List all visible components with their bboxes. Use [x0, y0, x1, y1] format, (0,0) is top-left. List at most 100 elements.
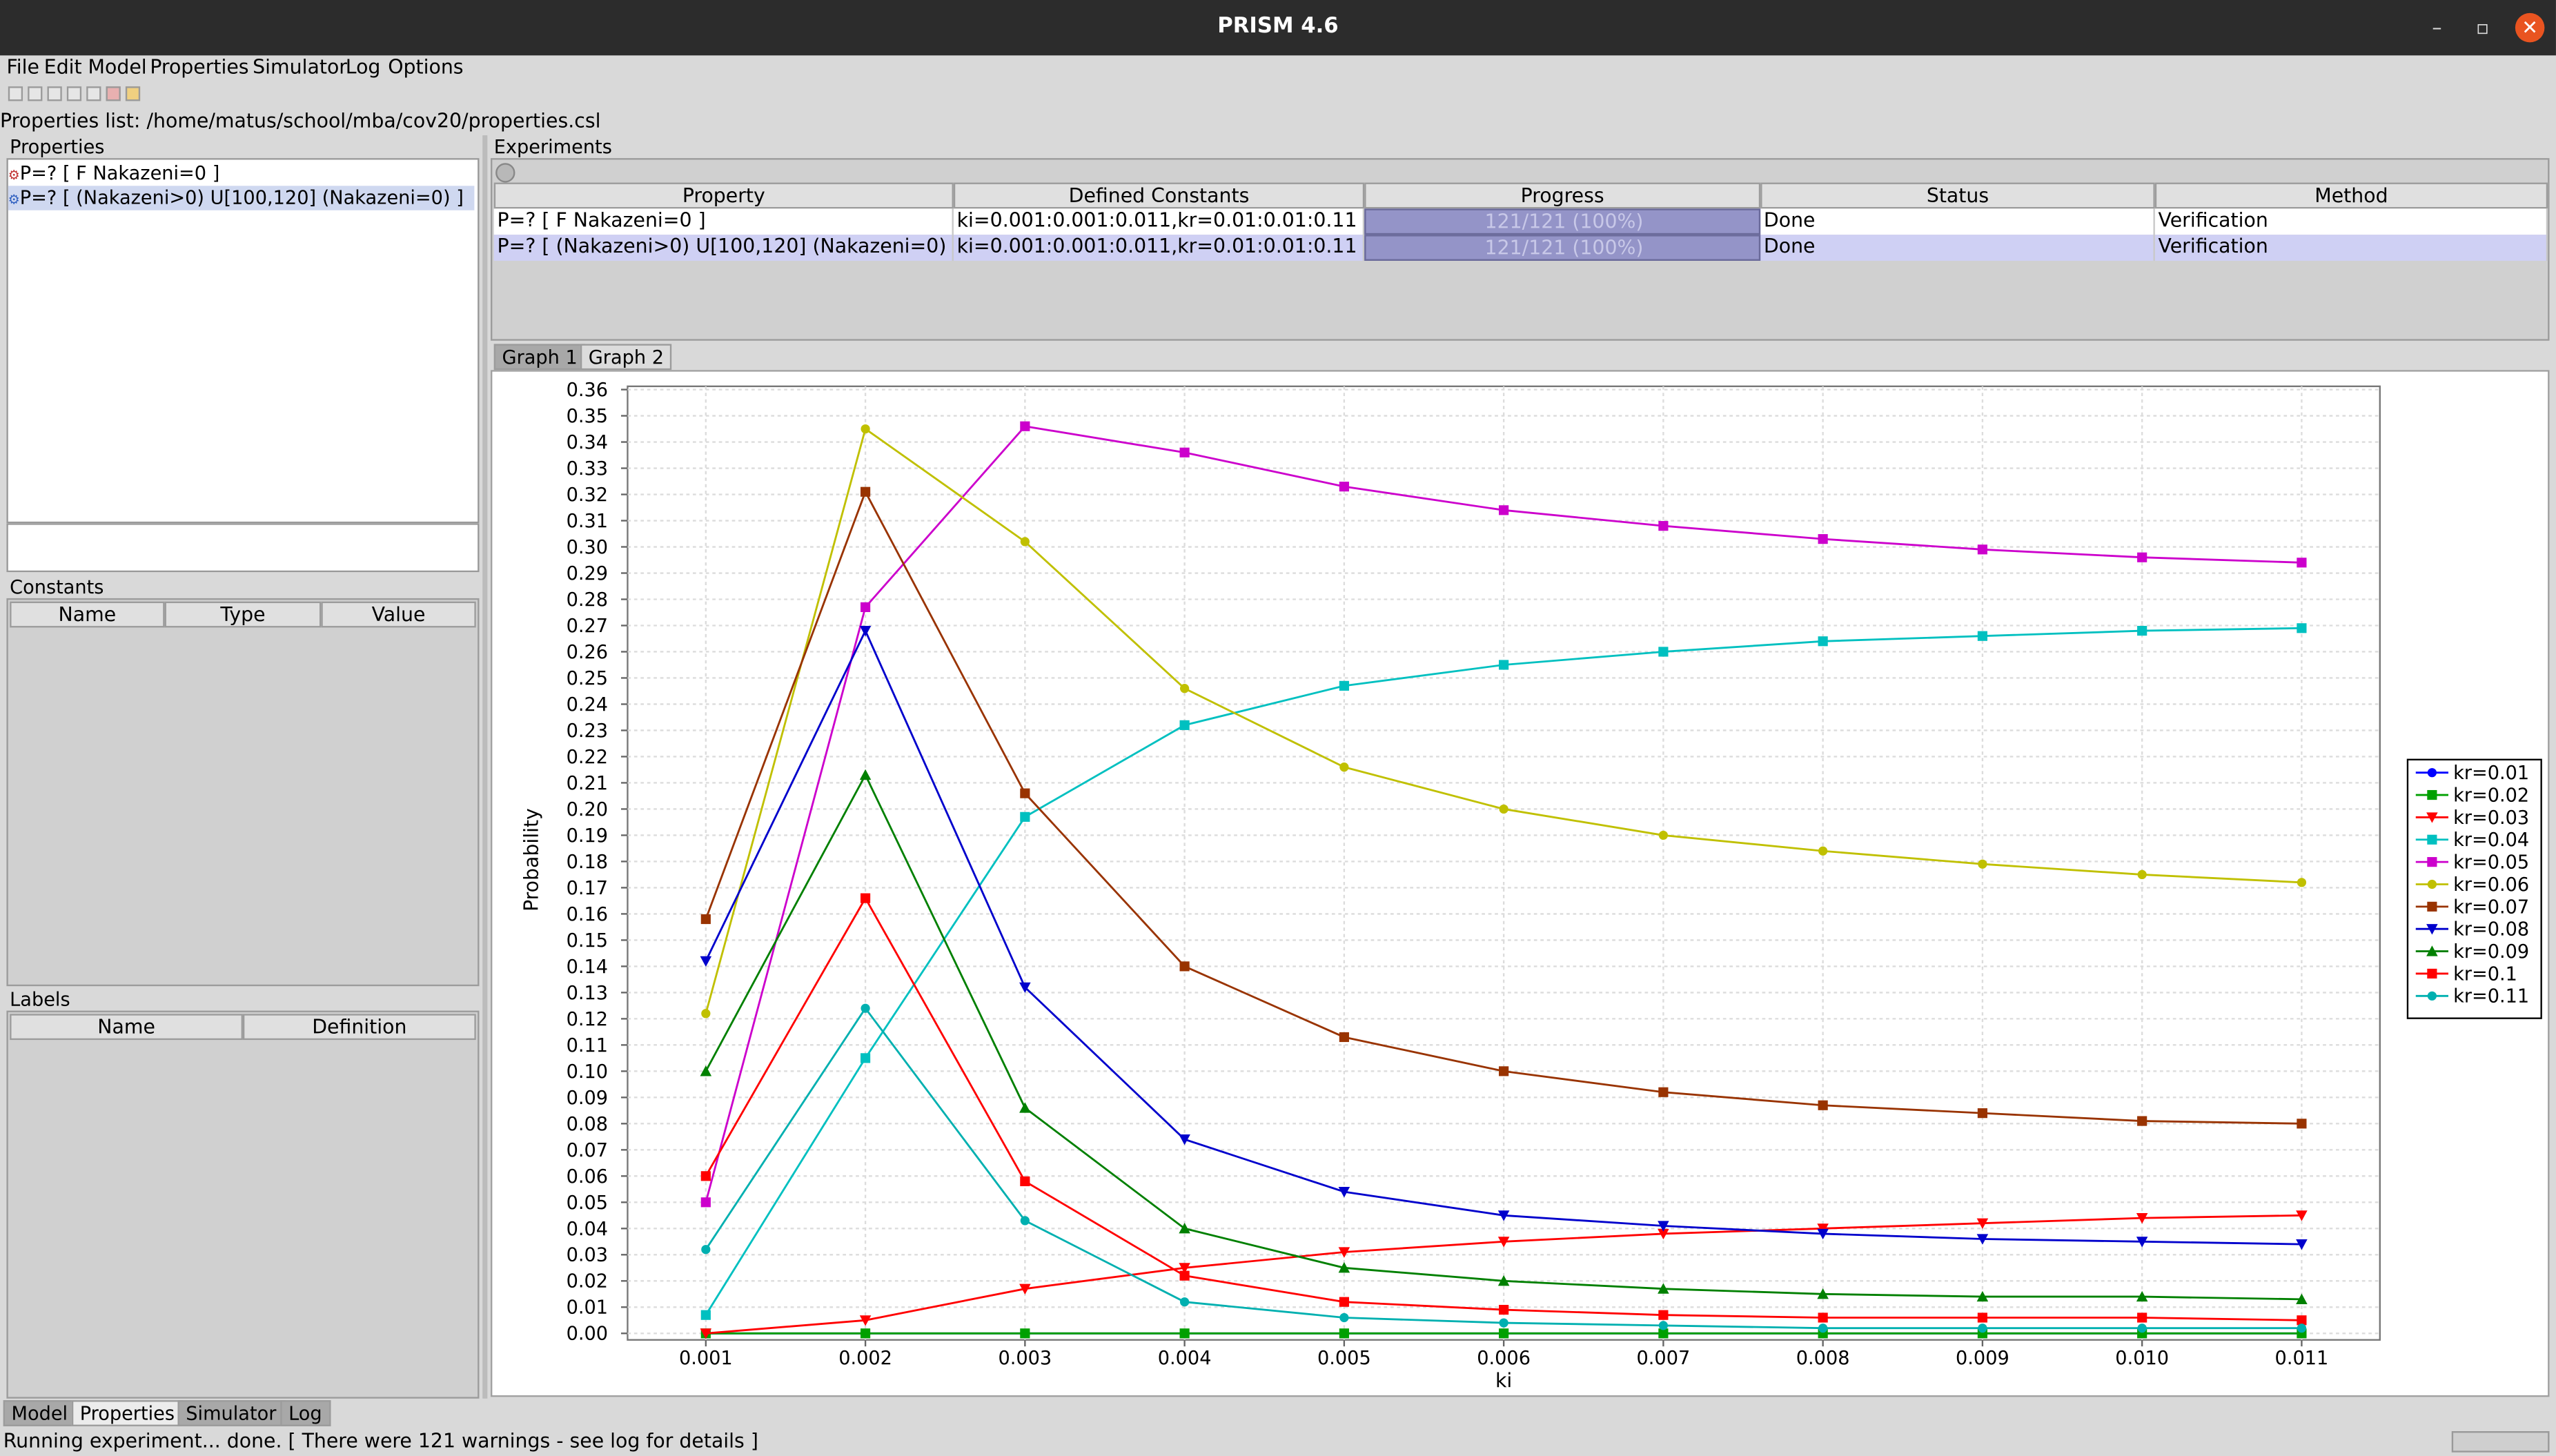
copy-icon[interactable]	[66, 86, 82, 101]
y-tick-label: 0.26	[567, 642, 608, 663]
minimize-icon[interactable]: –	[2432, 16, 2442, 39]
y-tick-label: 0.12	[567, 1009, 608, 1030]
series-kr=0.08	[700, 626, 2308, 1250]
data-point	[1658, 1228, 1669, 1240]
data-point	[1179, 1297, 1190, 1307]
vertical-splitter[interactable]	[482, 135, 488, 1399]
exp-property-cell: P=? [ F Nakazeni=0 ]	[494, 208, 954, 235]
data-point	[861, 424, 870, 434]
paste-icon[interactable]	[86, 86, 101, 101]
data-point	[1499, 804, 1508, 814]
exp-col-status[interactable]: Status	[1760, 182, 2155, 209]
data-point	[1179, 1263, 1190, 1274]
experiments-panel-title: Experiments	[493, 135, 612, 159]
exp-status-cell: Done	[1760, 208, 2155, 235]
labels-col-name[interactable]: Name	[10, 1014, 243, 1041]
properties-panel-title: Properties	[10, 135, 105, 159]
data-point	[700, 1197, 711, 1208]
data-point	[2136, 1290, 2148, 1302]
tab-log[interactable]: Log	[280, 1400, 331, 1426]
x-axis-label: ki	[1495, 1369, 1512, 1392]
series-kr=0.11	[701, 1003, 2307, 1333]
data-point	[700, 956, 712, 967]
exp-col-progress[interactable]: Progress	[1364, 182, 1761, 209]
exp-col-method[interactable]: Method	[2154, 182, 2548, 209]
y-tick-label: 0.05	[567, 1192, 608, 1214]
series-kr=0.03	[700, 1210, 2308, 1339]
data-point	[1976, 1234, 1989, 1245]
y-tick-label: 0.10	[567, 1061, 608, 1083]
close-icon[interactable]: ✕	[2515, 12, 2545, 43]
data-point	[2297, 1324, 2307, 1333]
menu-properties[interactable]: Properties	[150, 55, 249, 79]
tab-graph-1[interactable]: Graph 1	[493, 344, 586, 371]
probability-chart[interactable]: 0.00 0.01 0.02 0.03 0.04 0.05 0.06 0.07 0.08 0.09…	[492, 372, 2548, 1395]
data-point	[1658, 1310, 1669, 1320]
menu-log[interactable]: Log	[345, 55, 381, 79]
data-point	[1179, 1223, 1190, 1234]
exp-property-cell: P=? [ (Nakazeni>0) U[100,120] (Nakazeni=…	[494, 235, 954, 261]
series-kr=0.07	[700, 486, 2307, 1129]
constants-col-type[interactable]: Type	[164, 601, 322, 628]
experiment-row[interactable]: P=? [ F Nakazeni=0 ] ki=0.001:0.001:0.01…	[493, 208, 2548, 235]
cut-icon[interactable]	[47, 86, 62, 101]
y-tick-label: 0.02	[567, 1271, 608, 1292]
exp-progress-bar: 121/121 (100%)	[1364, 235, 1761, 261]
menu-simulator[interactable]: Simulator	[253, 55, 347, 79]
legend-label: kr=0.08	[2453, 919, 2529, 941]
data-point	[1658, 647, 1669, 657]
tab-properties[interactable]: Properties	[71, 1400, 183, 1426]
delete-icon[interactable]	[106, 86, 121, 101]
select-all-icon[interactable]	[125, 86, 141, 101]
data-point	[1020, 421, 1030, 431]
menu-model[interactable]: Model	[88, 55, 147, 79]
data-point	[2136, 1237, 2148, 1248]
legend-marker	[2427, 768, 2437, 778]
data-point	[1977, 1312, 1987, 1323]
tab-graph-2[interactable]: Graph 2	[580, 344, 672, 371]
data-point	[1020, 811, 1030, 822]
data-point	[1338, 1247, 1350, 1258]
property-item-selected[interactable]: ⚙P=? [ (Nakazeni>0) U[100,120] (Nakazeni…	[8, 186, 475, 210]
y-tick-label: 0.34	[567, 432, 608, 453]
experiment-stop-icon[interactable]	[495, 163, 515, 183]
menu-options[interactable]: Options	[388, 55, 464, 79]
undo-icon[interactable]	[8, 86, 23, 101]
data-point	[1179, 1270, 1190, 1281]
y-tick-label: 0.27	[567, 616, 608, 637]
data-point	[700, 1171, 711, 1181]
data-point	[1499, 1066, 1509, 1076]
data-point	[1658, 1321, 1669, 1330]
property-item[interactable]: ⚙P=? [ F Nakazeni=0 ]	[8, 161, 220, 184]
redo-icon[interactable]	[28, 86, 43, 101]
data-point	[2297, 878, 2307, 887]
data-point	[1179, 961, 1190, 972]
data-point	[701, 1245, 711, 1255]
property-comment-area[interactable]	[6, 523, 480, 573]
exp-col-property[interactable]: Property	[493, 182, 954, 209]
menu-file[interactable]: File	[6, 55, 39, 79]
exp-col-constants[interactable]: Defined Constants	[953, 182, 1365, 209]
menu-edit[interactable]: Edit	[43, 55, 82, 79]
x-tick-label: 0.011	[2275, 1348, 2329, 1369]
constants-col-name[interactable]: Name	[10, 601, 165, 628]
labels-col-definition[interactable]: Definition	[242, 1014, 476, 1041]
data-point	[1339, 1312, 1349, 1323]
data-point	[1339, 680, 1349, 691]
exp-constants-cell: ki=0.001:0.001:0.011,kr=0.01:0.01:0.11	[954, 235, 1365, 261]
legend-label: kr=0.05	[2453, 852, 2529, 874]
tab-model[interactable]: Model	[3, 1400, 76, 1426]
y-tick-label: 0.31	[567, 511, 608, 532]
constants-col-value[interactable]: Value	[321, 601, 476, 628]
y-tick-label: 0.03	[567, 1245, 608, 1266]
status-text: Running experiment... done. [ There were…	[3, 1429, 758, 1453]
y-tick-label: 0.11	[567, 1035, 608, 1056]
legend-label: kr=0.03	[2453, 807, 2529, 829]
y-tick-label: 0.13	[567, 983, 608, 1004]
legend-label: kr=0.11	[2453, 986, 2529, 1007]
tab-simulator[interactable]: Simulator	[177, 1400, 285, 1426]
data-point	[1658, 1221, 1669, 1232]
y-tick-label: 0.16	[567, 904, 608, 925]
maximize-icon[interactable]: ▫	[2475, 16, 2490, 39]
experiment-row-selected[interactable]: P=? [ (Nakazeni>0) U[100,120] (Nakazeni=…	[493, 235, 2548, 261]
